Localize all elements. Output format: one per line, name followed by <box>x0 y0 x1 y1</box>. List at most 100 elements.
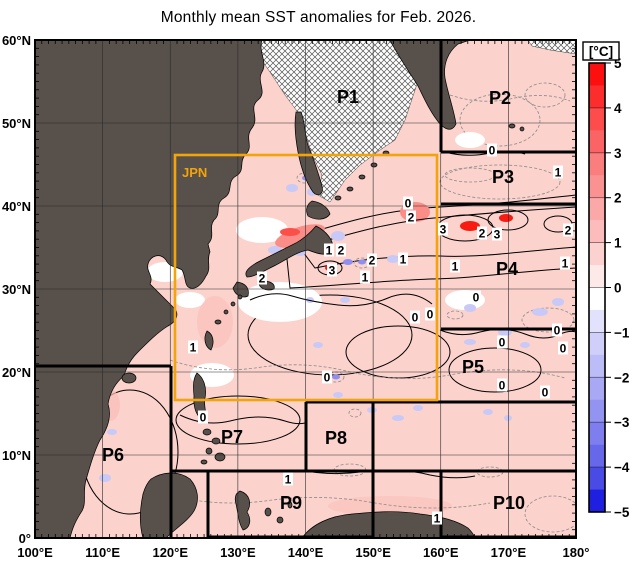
contour-label: 1 <box>362 271 369 285</box>
land-hokkaido <box>306 200 331 220</box>
contour-label-bg <box>367 253 377 267</box>
contour-label-bg <box>283 472 293 486</box>
y-axis-label: 40°N <box>2 199 31 214</box>
colorbar-segment <box>589 399 605 423</box>
contour-label: 0 <box>405 197 412 211</box>
land-kyushu <box>232 281 249 298</box>
contour-label: 2 <box>259 272 266 286</box>
contour-label-bg <box>553 165 563 179</box>
contour-label: 2 <box>565 224 572 238</box>
contour-label: 0 <box>560 342 567 356</box>
colorbar-tick-label: −3 <box>614 415 630 430</box>
colorbar-segment <box>589 332 605 356</box>
contour-label: 1 <box>190 341 197 355</box>
region-label-p7: P7 <box>221 427 243 447</box>
colorbar-tick-label: 3 <box>614 146 622 161</box>
colorbar-tick-label: 2 <box>614 191 622 206</box>
contour-label: 2 <box>338 244 345 258</box>
region-label-p4: P4 <box>496 259 518 279</box>
contour-label: 0 <box>499 379 506 393</box>
colorbar-tick-label: −2 <box>614 370 629 385</box>
colorbar-tick-label: −4 <box>614 460 630 475</box>
contour-label-bg <box>324 243 334 257</box>
colorbar-segment <box>589 152 605 176</box>
region-label-p10: P10 <box>493 493 525 513</box>
contour-label-bg <box>360 270 370 284</box>
contour-label-bg <box>198 410 208 424</box>
colorbar-segment <box>589 220 605 243</box>
y-axis-label: 20°N <box>2 365 31 380</box>
map-frame <box>34 39 577 539</box>
colorbar-segment <box>589 197 605 221</box>
colorbar-segment <box>589 489 605 513</box>
contour-label: 2 <box>479 227 486 241</box>
y-axis-label: 10°N <box>2 448 31 463</box>
colorbar-segment <box>589 377 605 401</box>
contour-label: 1 <box>434 512 441 526</box>
contour-label-bg <box>540 385 550 399</box>
contour-label-bg <box>188 340 198 354</box>
contour-label: 0 <box>412 311 419 325</box>
region-boundaries <box>35 40 576 538</box>
contour-label-bg <box>471 290 481 304</box>
x-axis-label: 180° <box>563 545 590 560</box>
colorbar-segment <box>589 175 605 198</box>
contour-label: 3 <box>440 223 447 237</box>
axis-labels: 100°E 110°E 120°E 130°E 140°E 150°E 160°E 170°E… <box>2 33 589 560</box>
contour-label: 2 <box>408 211 415 225</box>
x-axis-label: 110°E <box>85 545 120 560</box>
contour-label: 1 <box>555 166 562 180</box>
contour-label: 1 <box>285 473 292 487</box>
y-axis-label: 50°N <box>2 116 31 131</box>
contour-label: 2 <box>369 254 376 268</box>
land-borneo <box>140 472 198 538</box>
page-title: Monthly mean SST anomalies for Feb. 2026… <box>160 9 477 26</box>
colorbar-segment <box>589 354 605 378</box>
x-axis-label: 160°E <box>423 545 459 560</box>
colorbar-segment <box>589 107 605 131</box>
contour-label-bg <box>398 252 408 266</box>
contour-label-bg <box>487 143 497 157</box>
region-label-p2: P2 <box>489 88 511 108</box>
colorbar-segment <box>589 309 605 333</box>
contour-label-bg <box>492 227 502 241</box>
land-taiwan <box>204 330 214 351</box>
land-kamchatka <box>389 40 471 130</box>
colorbar-tick-label: 0 <box>614 281 622 296</box>
colorbar-segment <box>589 63 605 86</box>
x-axis-label: 140°E <box>288 545 324 560</box>
contour-label: 0 <box>499 336 506 350</box>
contour-label-bg <box>327 263 337 277</box>
colorbar-segment <box>589 444 605 468</box>
contour-label: 1 <box>452 260 459 274</box>
colorbar-unit: [°C] <box>589 44 613 59</box>
x-axis-label: 170°E <box>491 545 527 560</box>
contour-label: 3 <box>494 228 501 242</box>
region-label-p9: P9 <box>280 493 302 513</box>
contour-label: 1 <box>562 257 569 271</box>
region-label-p1: P1 <box>337 87 359 107</box>
contour-label: 0 <box>427 308 434 322</box>
colorbar-segment <box>589 130 605 154</box>
colorbar-unit-box: [°C] <box>582 41 620 61</box>
x-axis-label: 150°E <box>355 545 391 560</box>
contour-label-bg <box>438 222 448 236</box>
region-label-p8: P8 <box>325 428 347 448</box>
contour-label-bg <box>403 196 413 210</box>
contour-label-bg <box>406 210 416 224</box>
land-ryukyu-islands <box>214 294 243 325</box>
contour-label-bg <box>257 271 267 285</box>
jpn-box-label: JPN <box>182 165 207 180</box>
land-new-guinea <box>301 511 476 538</box>
contour-label-bg <box>560 256 570 270</box>
contour-label-bg <box>425 307 435 321</box>
colorbar-tick-label: −5 <box>614 505 630 520</box>
region-label-p5: P5 <box>462 357 484 377</box>
colorbar-segment <box>589 265 605 288</box>
frame-minor-ticks <box>35 40 576 538</box>
contour-label-bg <box>558 341 568 355</box>
contour-label-bg <box>432 511 442 525</box>
x-axis-label: 120°E <box>152 545 188 560</box>
region-labels: P1 P2 P3 P4 P5 P6 P7 P8 P9 P10 <box>102 87 525 513</box>
contour-label-bg <box>410 310 420 324</box>
